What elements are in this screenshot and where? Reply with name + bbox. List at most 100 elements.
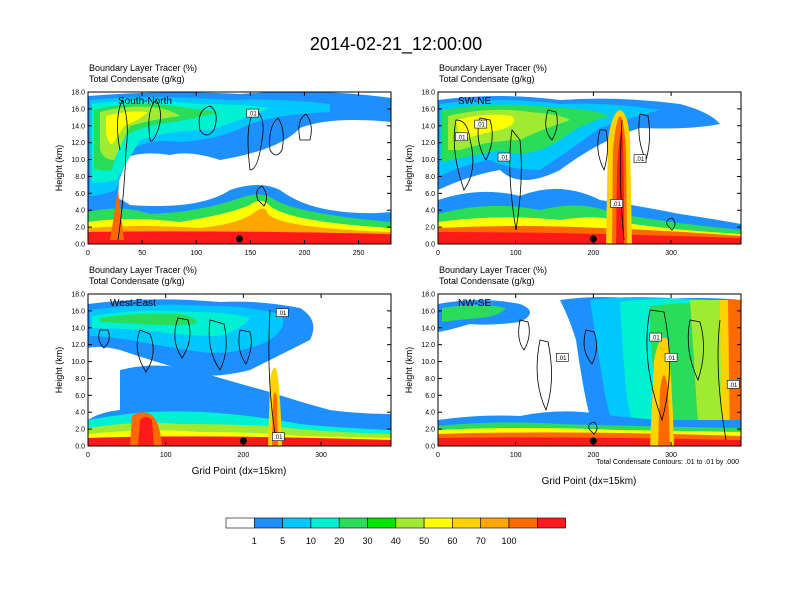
- y-tick-label: 2.0: [75, 427, 85, 434]
- x-tick-label: 200: [588, 250, 600, 257]
- contour-label-box: [610, 199, 623, 208]
- y-tick-label: 2.0: [425, 225, 435, 232]
- contour-label-box: [474, 119, 488, 129]
- y-tick-label: 12.0: [421, 140, 435, 147]
- colorbar: 1 5 10 20 30 40 50 60 70 100: [225, 517, 566, 546]
- heatmap-field: [438, 92, 741, 244]
- location-marker: [589, 437, 597, 445]
- y-ticks: 0.0 2.0 4.0 6.0 8.0 10.0 12.0 14.0 16.0 18.0: [71, 90, 391, 249]
- y-ticks: 0.0 2.0 4.0 6.0 8.0 10.0 12.0 14.0 16.0 18.0: [71, 292, 391, 451]
- contour-label-box: [664, 353, 678, 362]
- colorbar-label: 70: [476, 536, 486, 546]
- contour-label-box: [649, 332, 662, 342]
- location-marker: [239, 437, 247, 445]
- x-tick-label: 200: [588, 452, 600, 459]
- x-tick-label: 0: [86, 250, 90, 257]
- y-tick-label: 12.0: [71, 342, 85, 349]
- colorbar-label: 40: [391, 536, 401, 546]
- x-tick-label: 100: [510, 250, 522, 257]
- panel-subtitle-1: Boundary Layer Tracer (%): [89, 265, 197, 275]
- y-axis-label: Height (km): [54, 145, 64, 192]
- x-tick-label: 200: [299, 250, 311, 257]
- x-tick-label: 100: [160, 452, 172, 459]
- contour-label: .01: [729, 383, 738, 389]
- colorbar-swatch: [367, 517, 397, 529]
- y-tick-label: 12.0: [421, 342, 435, 349]
- panel-sw-ne: Boundary Layer Tracer (%) Total Condensa…: [404, 63, 742, 257]
- contour-label-box: [246, 108, 259, 118]
- y-axis-label: Height (km): [54, 347, 64, 394]
- y-tick-label: 4.0: [425, 208, 435, 215]
- contour-label-box: [726, 380, 740, 389]
- panel-subtitle-1: Boundary Layer Tracer (%): [89, 63, 197, 73]
- x-tick-label: 300: [315, 452, 327, 459]
- axes-frame: [87, 91, 392, 245]
- y-tick-label: 6.0: [75, 191, 85, 198]
- y-tick-label: 16.0: [71, 106, 85, 113]
- condensate-contours: [518, 309, 727, 441]
- y-tick-label: 8.0: [75, 174, 85, 181]
- y-tick-label: 8.0: [425, 174, 435, 181]
- x-tick-label: 0: [436, 452, 440, 459]
- location-marker: [589, 235, 597, 243]
- colorbar-swatch: [282, 517, 312, 529]
- contour-label: .01: [278, 311, 287, 317]
- x-tick-label: 300: [665, 452, 677, 459]
- y-tick-label: 6.0: [425, 191, 435, 198]
- colorbar-swatch: [480, 517, 510, 529]
- contour-label: .01: [477, 123, 486, 129]
- x-tick-label: 100: [190, 250, 202, 257]
- y-tick-label: 14.0: [71, 123, 85, 130]
- point-markers: [589, 437, 597, 445]
- y-tick-label: 4.0: [75, 208, 85, 215]
- colorbar-swatch: [395, 517, 425, 529]
- x-tick-label: 0: [86, 452, 90, 459]
- y-tick-label: 14.0: [421, 123, 435, 130]
- contour-labels: .01 .01: [272, 308, 289, 441]
- contour-labels: .01: [246, 108, 259, 118]
- y-tick-label: 18.0: [421, 292, 435, 299]
- x-axis-label: Grid Point (dx=15km): [542, 476, 637, 487]
- y-ticks: 0.0 2.0 4.0 6.0 8.0 10.0 12.0 14.0 16.0 18.0: [421, 292, 741, 451]
- colorbar-swatch: [536, 517, 566, 529]
- y-tick-label: 14.0: [421, 325, 435, 332]
- contour-label: .01: [457, 135, 466, 141]
- contour-label: .01: [274, 435, 283, 441]
- contour-label: .01: [248, 112, 257, 118]
- x-tick-label: 0: [436, 250, 440, 257]
- y-tick-label: 4.0: [425, 410, 435, 417]
- panel-label: NW-SE: [458, 298, 491, 309]
- y-tick-label: 10.0: [71, 157, 85, 164]
- contour-note: Total Condensate Contours: .01 to .01 by…: [596, 459, 739, 466]
- colorbar-label: 50: [419, 536, 429, 546]
- colorbar-label: 10: [306, 536, 316, 546]
- colorbar-label: 20: [334, 536, 344, 546]
- y-tick-label: 8.0: [425, 376, 435, 383]
- colorbar-label: 100: [501, 536, 516, 546]
- y-axis-label: Height (km): [404, 145, 414, 192]
- y-tick-label: 10.0: [71, 359, 85, 366]
- panel-nw-se: Boundary Layer Tracer (%) Total Condensa…: [404, 265, 742, 487]
- y-tick-label: 2.0: [425, 427, 435, 434]
- colorbar-swatch: [508, 517, 538, 529]
- panel-subtitle-2: Total Condensate (g/kg): [89, 276, 185, 286]
- point-markers: [236, 235, 243, 243]
- contour-label: .01: [636, 157, 645, 163]
- contour-label: .01: [667, 356, 676, 362]
- colorbar-swatch: [254, 517, 283, 529]
- contour-label-box: [633, 154, 647, 164]
- colorbar-label: 1: [252, 536, 257, 546]
- contour-label: .01: [558, 356, 567, 362]
- heatmap-field: [88, 92, 391, 244]
- x-tick-label: 200: [238, 452, 250, 459]
- panel-label: West-East: [110, 298, 156, 309]
- colorbar-swatch: [423, 517, 453, 529]
- y-tick-label: 6.0: [75, 393, 85, 400]
- y-tick-label: 8.0: [75, 376, 85, 383]
- y-tick-label: 0.0: [75, 242, 85, 249]
- y-tick-label: 6.0: [425, 393, 435, 400]
- colorbar-label: 30: [362, 536, 372, 546]
- panel-subtitle-1: Boundary Layer Tracer (%): [439, 265, 547, 275]
- y-tick-label: 0.0: [425, 242, 435, 249]
